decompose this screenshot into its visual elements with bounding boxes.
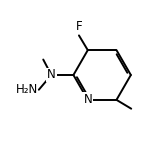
- Text: N: N: [47, 69, 56, 81]
- Text: H₂N: H₂N: [16, 83, 38, 96]
- Text: N: N: [83, 93, 92, 106]
- Text: F: F: [76, 20, 82, 33]
